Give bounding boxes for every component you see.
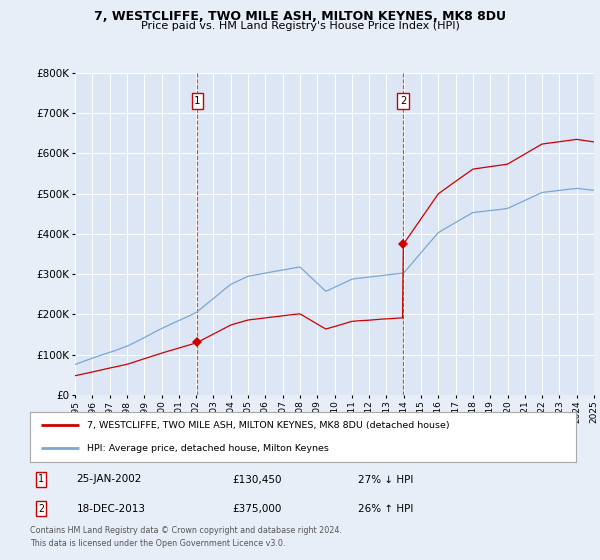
Text: 7, WESTCLIFFE, TWO MILE ASH, MILTON KEYNES, MK8 8DU (detached house): 7, WESTCLIFFE, TWO MILE ASH, MILTON KEYN…	[88, 421, 450, 430]
Text: 2: 2	[38, 504, 44, 514]
Text: 2: 2	[400, 96, 406, 106]
Text: 7, WESTCLIFFE, TWO MILE ASH, MILTON KEYNES, MK8 8DU: 7, WESTCLIFFE, TWO MILE ASH, MILTON KEYN…	[94, 10, 506, 23]
Text: £375,000: £375,000	[232, 504, 281, 514]
Text: Price paid vs. HM Land Registry's House Price Index (HPI): Price paid vs. HM Land Registry's House …	[140, 21, 460, 31]
Text: 18-DEC-2013: 18-DEC-2013	[76, 504, 145, 514]
Text: 26% ↑ HPI: 26% ↑ HPI	[358, 504, 413, 514]
Text: £130,450: £130,450	[232, 474, 281, 484]
Text: 1: 1	[194, 96, 200, 106]
Text: 1: 1	[38, 474, 44, 484]
Text: 27% ↓ HPI: 27% ↓ HPI	[358, 474, 413, 484]
Text: HPI: Average price, detached house, Milton Keynes: HPI: Average price, detached house, Milt…	[88, 444, 329, 453]
Text: 25-JAN-2002: 25-JAN-2002	[76, 474, 142, 484]
Text: Contains HM Land Registry data © Crown copyright and database right 2024.
This d: Contains HM Land Registry data © Crown c…	[30, 526, 342, 548]
